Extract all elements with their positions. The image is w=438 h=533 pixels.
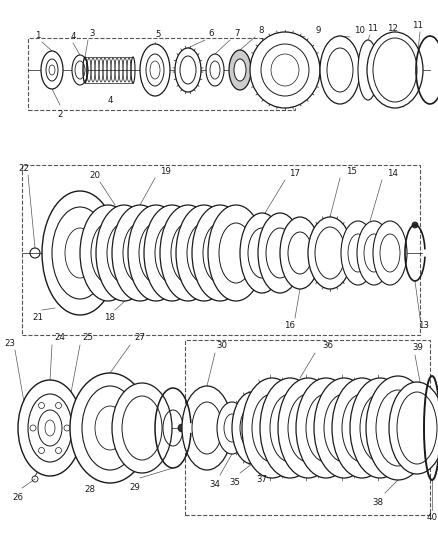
Text: 38: 38 — [372, 498, 383, 507]
Text: 16: 16 — [284, 321, 295, 330]
Ellipse shape — [313, 378, 373, 478]
Ellipse shape — [229, 50, 251, 90]
Text: 23: 23 — [4, 338, 15, 348]
Text: 22: 22 — [18, 164, 29, 173]
Text: 21: 21 — [32, 313, 43, 322]
Ellipse shape — [240, 213, 283, 293]
Ellipse shape — [112, 205, 168, 301]
Bar — [28, 38, 294, 110]
Ellipse shape — [208, 205, 263, 301]
Text: 5: 5 — [155, 29, 160, 38]
Text: 40: 40 — [426, 513, 437, 522]
Text: 14: 14 — [387, 168, 398, 177]
Ellipse shape — [182, 386, 231, 470]
Text: 4: 4 — [70, 31, 76, 41]
Ellipse shape — [241, 378, 301, 478]
Circle shape — [411, 222, 417, 228]
Ellipse shape — [128, 205, 184, 301]
Ellipse shape — [140, 44, 170, 96]
Ellipse shape — [258, 213, 301, 293]
Text: 8: 8 — [258, 26, 263, 35]
Ellipse shape — [175, 48, 201, 92]
Text: 6: 6 — [208, 28, 213, 37]
Text: 3: 3 — [89, 28, 95, 37]
Ellipse shape — [340, 221, 374, 285]
Text: 12: 12 — [387, 23, 398, 33]
Text: 20: 20 — [89, 171, 100, 180]
Ellipse shape — [249, 32, 319, 108]
Text: 1: 1 — [35, 30, 41, 39]
Ellipse shape — [144, 205, 200, 301]
Ellipse shape — [388, 382, 438, 474]
Ellipse shape — [233, 59, 245, 81]
Ellipse shape — [70, 373, 150, 483]
Ellipse shape — [307, 217, 351, 289]
Ellipse shape — [41, 51, 63, 89]
Text: 17: 17 — [289, 168, 300, 177]
Ellipse shape — [319, 36, 359, 104]
Ellipse shape — [259, 378, 319, 478]
Text: 37: 37 — [256, 475, 267, 484]
Ellipse shape — [191, 205, 247, 301]
Ellipse shape — [18, 380, 82, 476]
Text: 2: 2 — [57, 109, 63, 118]
Bar — [22, 165, 419, 335]
Ellipse shape — [42, 191, 118, 315]
Ellipse shape — [357, 40, 377, 100]
Ellipse shape — [231, 392, 272, 464]
Ellipse shape — [279, 217, 319, 289]
Text: 15: 15 — [346, 166, 357, 175]
Text: 34: 34 — [209, 481, 220, 489]
Text: 35: 35 — [229, 479, 240, 488]
Text: 26: 26 — [12, 494, 24, 503]
Ellipse shape — [372, 221, 406, 285]
Ellipse shape — [96, 205, 152, 301]
Ellipse shape — [277, 378, 337, 478]
Text: 7: 7 — [234, 28, 239, 37]
Ellipse shape — [112, 383, 172, 473]
Ellipse shape — [72, 55, 88, 85]
Text: 24: 24 — [54, 334, 65, 343]
Text: 28: 28 — [84, 486, 95, 495]
Text: 18: 18 — [104, 313, 115, 322]
Text: 29: 29 — [129, 483, 140, 492]
Ellipse shape — [216, 402, 247, 454]
Ellipse shape — [205, 54, 223, 86]
Ellipse shape — [80, 205, 136, 301]
Ellipse shape — [356, 221, 390, 285]
Text: 39: 39 — [412, 343, 423, 351]
Text: 9: 9 — [314, 26, 320, 35]
Ellipse shape — [159, 205, 215, 301]
Circle shape — [177, 424, 186, 432]
Text: 30: 30 — [216, 341, 227, 350]
Text: 11: 11 — [367, 23, 378, 33]
Text: 4: 4 — [107, 95, 113, 104]
Text: 11: 11 — [412, 20, 423, 29]
Ellipse shape — [176, 205, 231, 301]
Ellipse shape — [349, 378, 409, 478]
Ellipse shape — [331, 378, 391, 478]
Ellipse shape — [295, 378, 355, 478]
Text: 13: 13 — [417, 320, 428, 329]
Ellipse shape — [365, 376, 429, 480]
Ellipse shape — [366, 32, 422, 108]
Text: 27: 27 — [134, 334, 145, 343]
Text: 19: 19 — [159, 166, 170, 175]
Text: 10: 10 — [354, 26, 365, 35]
Bar — [184, 340, 429, 515]
Text: 36: 36 — [322, 341, 333, 350]
Text: 25: 25 — [82, 334, 93, 343]
